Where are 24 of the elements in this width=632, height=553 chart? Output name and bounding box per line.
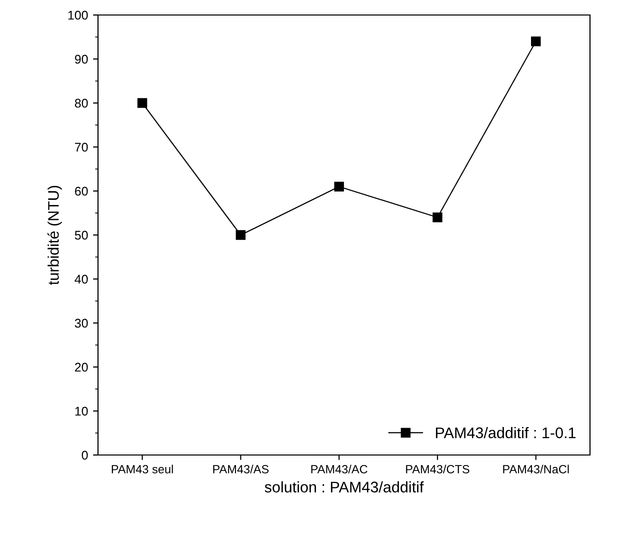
x-tick-label: PAM43/NaCl — [503, 464, 569, 474]
y-tick-label: 10 — [75, 406, 88, 416]
y-axis-title: turbidité (NTU) — [47, 186, 62, 285]
y-tick-label: 100 — [68, 10, 88, 20]
y-tick-label: 80 — [74, 98, 88, 108]
y-tick-label: 0 — [82, 450, 88, 460]
y-tick-label: 50 — [74, 230, 88, 240]
point — [334, 182, 344, 192]
x-tick-label: PAM43/CTS — [406, 464, 470, 474]
point — [432, 212, 442, 222]
x-tick-label: PAM43 seul — [112, 464, 173, 474]
y-tick-label: 30 — [74, 318, 88, 328]
point — [137, 98, 148, 108]
x-tick-label: PAM43/AS — [213, 464, 269, 474]
legend-label: PAM43/additif : 1-0.1 — [436, 427, 576, 438]
y-tick-label: 70 — [75, 142, 88, 152]
point — [531, 36, 541, 46]
x-axis-title: solution : PAM43/additif — [264, 481, 424, 493]
x-tick-label: PAM43/AC — [311, 464, 368, 474]
y-tick-label: 40 — [74, 274, 88, 284]
y-tick-label: 60 — [75, 186, 88, 196]
y-tick-label: 20 — [75, 362, 88, 372]
y-tick-label: 90 — [74, 54, 88, 64]
point — [236, 230, 246, 240]
